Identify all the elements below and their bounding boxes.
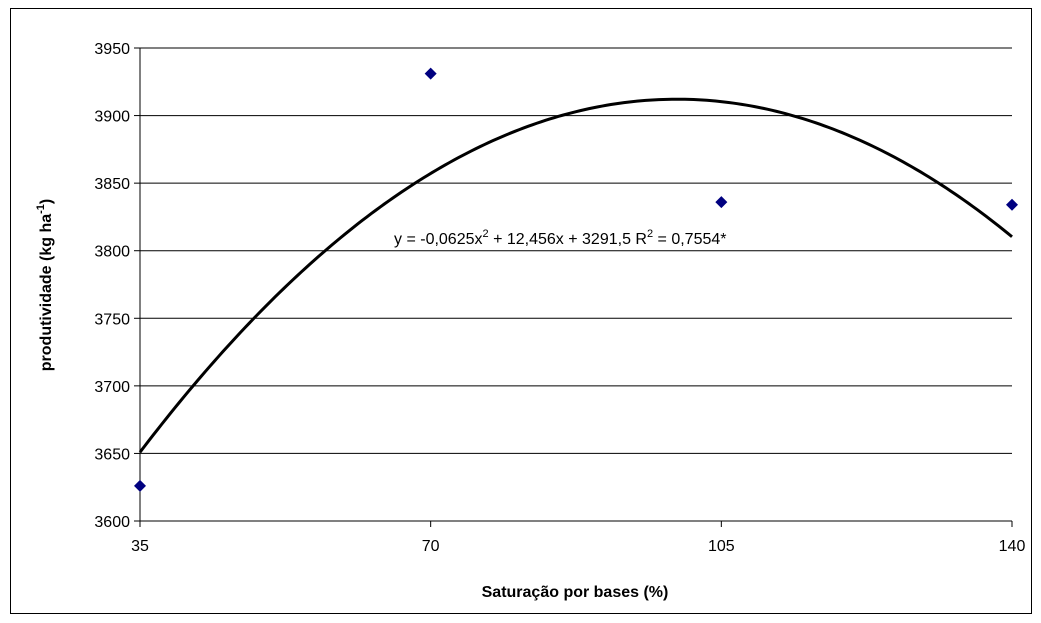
y-tick-label-3900: 3900 (94, 109, 130, 126)
x-tick-label-140: 140 (999, 538, 1026, 555)
y-axis-title: produtividade (kg ha-1) (35, 199, 55, 371)
y-tick-label-3850: 3850 (94, 176, 130, 193)
data-point-1 (134, 479, 146, 492)
axes (139, 48, 1012, 522)
x-tick-label-70: 70 (422, 538, 440, 555)
y-tick-labels: 3600 3650 3700 3750 3800 3850 3900 3950 (94, 41, 130, 531)
x-axis-title: Saturação por bases (%) (482, 584, 669, 601)
y-tick-label-3800: 3800 (94, 244, 130, 261)
y-tick-label-3950: 3950 (94, 41, 130, 58)
x-tick-label-105: 105 (708, 538, 735, 555)
chart-frame (10, 8, 1032, 614)
gridlines (134, 47, 1013, 527)
x-tick-labels: 35 70 105 140 (131, 538, 1025, 555)
data-point-2 (424, 67, 437, 80)
trendline-equation: y = -0,0625x2 + 12,456x + 3291,5 R2 = 0,… (394, 228, 727, 248)
y-tick-label-3600: 3600 (94, 514, 130, 531)
y-tick-label-3750: 3750 (94, 311, 130, 328)
trendline (138, 97, 1013, 454)
x-tick-label-35: 35 (131, 538, 149, 555)
y-tick-label-3700: 3700 (94, 379, 130, 396)
y-tick-label-3650: 3650 (94, 446, 130, 463)
data-points (134, 67, 1018, 492)
data-point-3 (715, 196, 728, 209)
data-point-4 (1006, 198, 1018, 211)
